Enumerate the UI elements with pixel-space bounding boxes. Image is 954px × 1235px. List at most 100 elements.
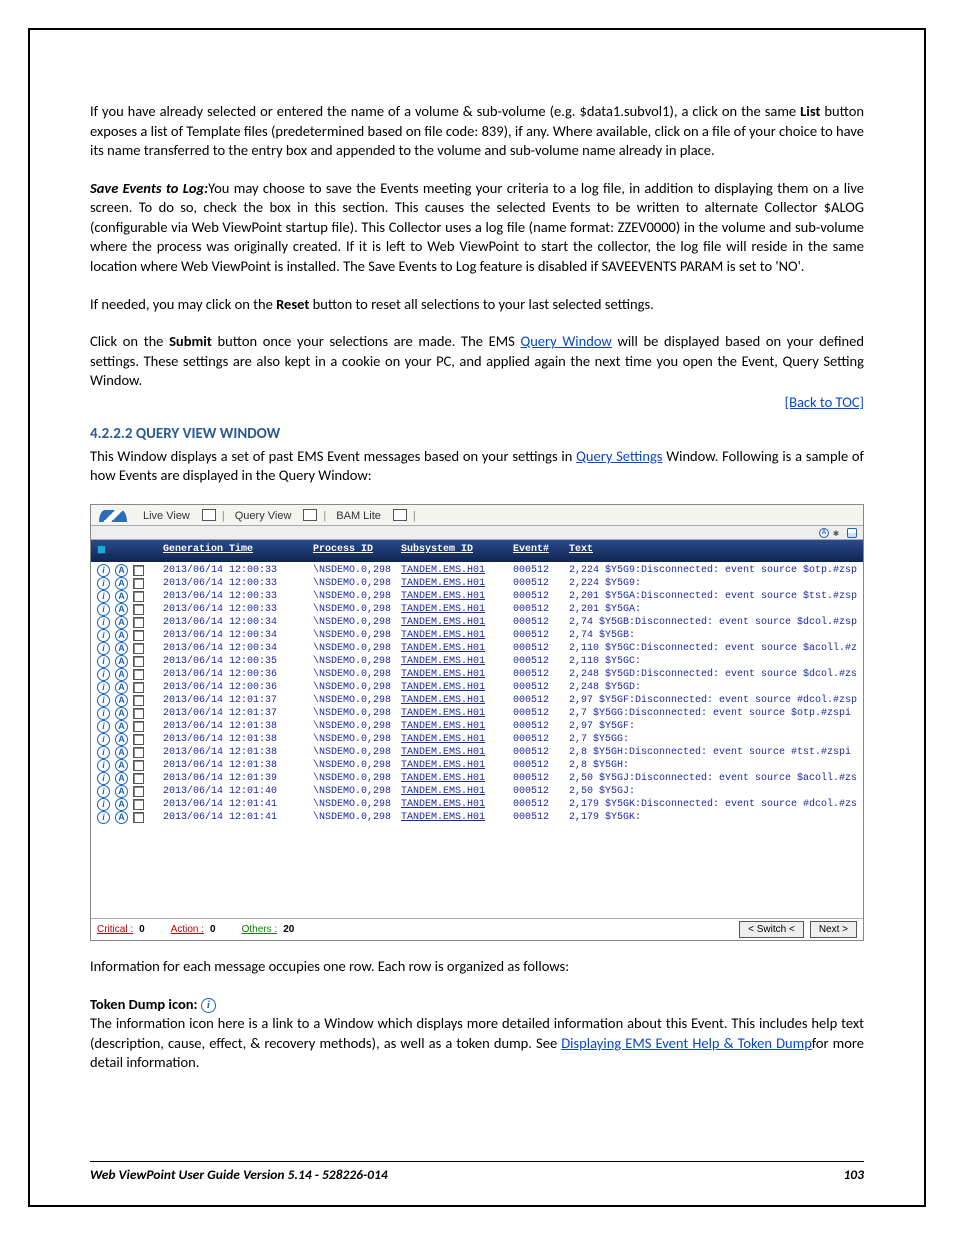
row-checkbox[interactable] bbox=[133, 669, 144, 680]
row-checkbox[interactable] bbox=[133, 695, 144, 706]
cell-subsystem-id[interactable]: TANDEM.EMS.H01 bbox=[401, 577, 513, 590]
cell-subsystem-id[interactable]: TANDEM.EMS.H01 bbox=[401, 798, 513, 811]
row-checkbox[interactable] bbox=[133, 786, 144, 797]
row-checkbox[interactable] bbox=[133, 656, 144, 667]
cell-text: 2,50 $Y5GJ:Disconnected: event source $a… bbox=[569, 772, 857, 785]
info-icon[interactable]: i bbox=[97, 785, 110, 798]
annotate-icon[interactable]: A bbox=[115, 759, 128, 772]
info-icon[interactable]: i bbox=[97, 759, 110, 772]
info-icon[interactable]: i bbox=[97, 733, 110, 746]
annotate-icon[interactable]: A bbox=[115, 616, 128, 629]
row-checkbox[interactable] bbox=[133, 565, 144, 576]
annotate-icon[interactable]: A bbox=[115, 746, 128, 759]
displaying-ems-link[interactable]: Displaying EMS Event Help & Token Dump bbox=[561, 1034, 811, 1052]
footer-title: Web ViewPoint User Guide Version 5.14 - … bbox=[90, 1166, 388, 1183]
annotate-icon[interactable]: A bbox=[115, 681, 128, 694]
row-checkbox[interactable] bbox=[133, 734, 144, 745]
row-checkbox[interactable] bbox=[133, 812, 144, 823]
next-button[interactable]: Next > bbox=[810, 921, 857, 938]
query-settings-link[interactable]: Query Settings bbox=[576, 447, 662, 465]
annotate-icon[interactable]: A bbox=[115, 798, 128, 811]
annotate-icon[interactable]: A bbox=[115, 603, 128, 616]
info-icon[interactable]: i bbox=[97, 707, 110, 720]
info-icon[interactable]: i bbox=[97, 629, 110, 642]
annotate-icon[interactable]: A bbox=[115, 590, 128, 603]
cell-subsystem-id[interactable]: TANDEM.EMS.H01 bbox=[401, 785, 513, 798]
row-checkbox[interactable] bbox=[133, 682, 144, 693]
annotate-icon[interactable]: A bbox=[115, 564, 128, 577]
select-all-checkbox[interactable] bbox=[97, 545, 106, 554]
row-checkbox[interactable] bbox=[133, 604, 144, 615]
annotate-icon[interactable]: A bbox=[819, 528, 829, 538]
cell-subsystem-id[interactable]: TANDEM.EMS.H01 bbox=[401, 616, 513, 629]
cell-subsystem-id[interactable]: TANDEM.EMS.H01 bbox=[401, 733, 513, 746]
info-icon[interactable]: i bbox=[97, 655, 110, 668]
cell-subsystem-id[interactable]: TANDEM.EMS.H01 bbox=[401, 642, 513, 655]
info-icon[interactable]: i bbox=[97, 603, 110, 616]
cell-subsystem-id[interactable]: TANDEM.EMS.H01 bbox=[401, 720, 513, 733]
cell-subsystem-id[interactable]: TANDEM.EMS.H01 bbox=[401, 590, 513, 603]
info-icon[interactable]: i bbox=[97, 577, 110, 590]
annotate-icon[interactable]: A bbox=[115, 772, 128, 785]
annotate-icon[interactable]: A bbox=[115, 707, 128, 720]
switch-button[interactable]: < Switch < bbox=[739, 921, 804, 938]
annotate-icon[interactable]: A bbox=[115, 785, 128, 798]
tab-live-view[interactable]: Live View bbox=[139, 508, 194, 524]
row-checkbox[interactable] bbox=[133, 591, 144, 602]
cell-subsystem-id[interactable]: TANDEM.EMS.H01 bbox=[401, 603, 513, 616]
col-event-num[interactable]: Event# bbox=[513, 543, 569, 559]
row-checkbox[interactable] bbox=[133, 578, 144, 589]
annotate-icon[interactable]: A bbox=[115, 642, 128, 655]
row-checkbox[interactable] bbox=[133, 747, 144, 758]
annotate-icon[interactable]: A bbox=[115, 811, 128, 824]
cell-subsystem-id[interactable]: TANDEM.EMS.H01 bbox=[401, 759, 513, 772]
back-to-toc-link[interactable]: [Back to TOC] bbox=[90, 393, 864, 411]
info-icon[interactable]: i bbox=[97, 746, 110, 759]
info-icon[interactable]: i bbox=[97, 720, 110, 733]
cell-subsystem-id[interactable]: TANDEM.EMS.H01 bbox=[401, 772, 513, 785]
col-text[interactable]: Text bbox=[569, 543, 857, 559]
info-icon[interactable]: i bbox=[97, 590, 110, 603]
info-icon[interactable]: i bbox=[97, 811, 110, 824]
col-subsystem-id[interactable]: Subsystem ID bbox=[401, 543, 513, 559]
info-icon[interactable]: i bbox=[97, 798, 110, 811]
query-window-link[interactable]: Query Window bbox=[520, 332, 611, 350]
cell-subsystem-id[interactable]: TANDEM.EMS.H01 bbox=[401, 694, 513, 707]
row-checkbox[interactable] bbox=[133, 643, 144, 654]
cell-subsystem-id[interactable]: TANDEM.EMS.H01 bbox=[401, 681, 513, 694]
col-process-id[interactable]: Process ID bbox=[313, 543, 401, 559]
annotate-icon[interactable]: A bbox=[115, 720, 128, 733]
cell-subsystem-id[interactable]: TANDEM.EMS.H01 bbox=[401, 629, 513, 642]
cell-subsystem-id[interactable]: TANDEM.EMS.H01 bbox=[401, 707, 513, 720]
annotate-icon[interactable]: A bbox=[115, 668, 128, 681]
cell-subsystem-id[interactable]: TANDEM.EMS.H01 bbox=[401, 811, 513, 824]
info-icon[interactable]: i bbox=[97, 694, 110, 707]
row-checkbox[interactable] bbox=[133, 773, 144, 784]
row-checkbox[interactable] bbox=[133, 708, 144, 719]
cell-subsystem-id[interactable]: TANDEM.EMS.H01 bbox=[401, 655, 513, 668]
info-icon[interactable]: i bbox=[97, 668, 110, 681]
annotate-icon[interactable]: A bbox=[115, 577, 128, 590]
annotate-icon[interactable]: A bbox=[115, 655, 128, 668]
row-checkbox[interactable] bbox=[133, 721, 144, 732]
cell-subsystem-id[interactable]: TANDEM.EMS.H01 bbox=[401, 746, 513, 759]
gear-icon[interactable]: ✱ bbox=[833, 528, 843, 538]
annotate-icon[interactable]: A bbox=[115, 694, 128, 707]
annotate-icon[interactable]: A bbox=[115, 629, 128, 642]
info-icon[interactable]: i bbox=[97, 564, 110, 577]
info-icon[interactable]: i bbox=[97, 616, 110, 629]
tab-bam-lite[interactable]: BAM Lite bbox=[332, 508, 385, 524]
col-generation-time[interactable]: Generation Time bbox=[163, 543, 313, 559]
info-icon[interactable]: i bbox=[97, 681, 110, 694]
cell-subsystem-id[interactable]: TANDEM.EMS.H01 bbox=[401, 564, 513, 577]
row-checkbox[interactable] bbox=[133, 617, 144, 628]
info-icon[interactable]: i bbox=[97, 642, 110, 655]
info-icon[interactable]: i bbox=[97, 772, 110, 785]
row-checkbox[interactable] bbox=[133, 630, 144, 641]
row-checkbox[interactable] bbox=[133, 799, 144, 810]
cell-subsystem-id[interactable]: TANDEM.EMS.H01 bbox=[401, 668, 513, 681]
panel-icon[interactable] bbox=[847, 528, 857, 538]
annotate-icon[interactable]: A bbox=[115, 733, 128, 746]
tab-query-view[interactable]: Query View bbox=[231, 508, 296, 524]
row-checkbox[interactable] bbox=[133, 760, 144, 771]
